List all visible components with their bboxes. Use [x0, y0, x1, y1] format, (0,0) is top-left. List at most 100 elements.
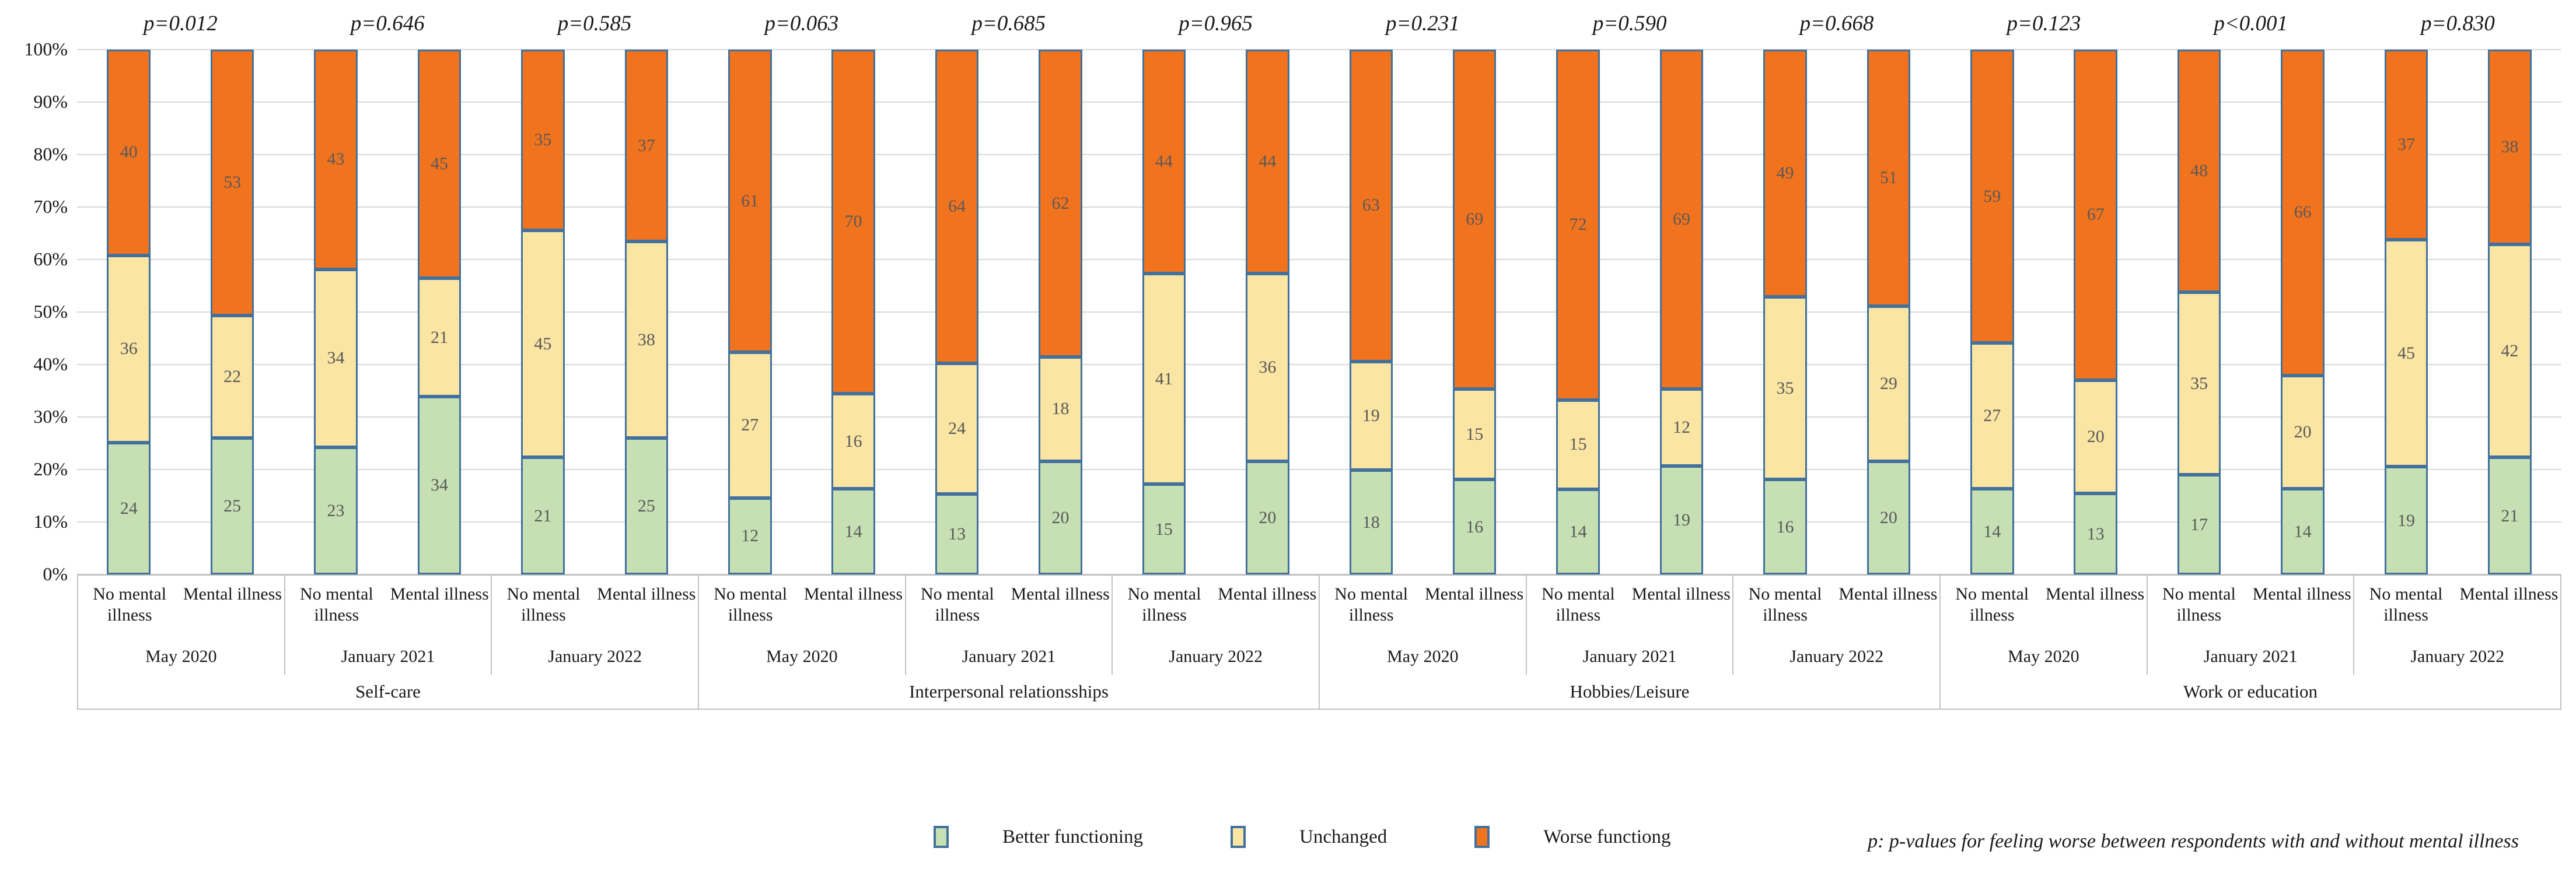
illness-status-pair: No mental illness Mental illness [492, 580, 698, 626]
stacked-bar: 53 22 25 [210, 50, 254, 574]
segment-better: 13 [2074, 493, 2117, 574]
illness-status-pair: No mental illness Mental illness [1941, 580, 2147, 626]
segment-unchanged: 35 [2177, 292, 2221, 475]
y-axis-tick-label: 100% [24, 38, 68, 59]
segment-unchanged: 22 [210, 315, 254, 438]
axis-cell-illness-status: No mental illness Mental illness [491, 576, 698, 639]
stacked-bar: 69 15 16 [1452, 50, 1497, 574]
stacked-bar: 37 38 25 [624, 50, 669, 574]
axis-label-illness-status: No mental illness [2162, 584, 2236, 625]
segment-value-label: 67 [2086, 205, 2105, 225]
axis-cell-illness-status: No mental illness Mental illness [2353, 576, 2562, 639]
segment-worse: 63 [1349, 50, 1393, 362]
segment-value-label: 13 [2086, 524, 2105, 544]
category-axis: No mental illness Mental illness No mental… [77, 574, 2562, 710]
segment-unchanged: 16 [831, 394, 875, 489]
bar-slot: 35 45 21 [491, 50, 595, 574]
bar-slot: 63 19 18 [1319, 50, 1422, 574]
axis-label-illness-status: Mental illness [1011, 584, 1110, 604]
stacked-bar: 67 20 13 [2074, 50, 2117, 574]
segment-value-label: 16 [844, 431, 862, 451]
y-axis-tick-label: 30% [33, 406, 68, 427]
legend-item: Better functioning [934, 826, 1143, 848]
segment-unchanged: 21 [417, 278, 462, 397]
p-value-label: p=0.590 [1592, 11, 1667, 36]
segment-unchanged: 19 [1349, 361, 1393, 471]
bar-slot: 69 15 16 [1422, 50, 1526, 574]
p-value-label: p=0.012 [144, 11, 218, 36]
segment-better: 16 [1763, 479, 1807, 574]
axis-cell-illness-status: No mental illness Mental illness [1525, 576, 1733, 639]
segment-value-label: 44 [1259, 152, 1277, 171]
segment-unchanged: 38 [624, 241, 669, 438]
stacked-bar: 72 15 14 [1556, 50, 1600, 574]
stacked-bar: 51 29 20 [1867, 50, 1911, 575]
segment-value-label: 20 [1051, 507, 1069, 527]
axis-label-illness-status: No mental illness [299, 584, 373, 625]
legend: Better functioning Unchanged Worse functio… [934, 826, 1671, 848]
bar-slot: 44 36 20 [1216, 50, 1319, 575]
axis-label-time: May 2020 [698, 639, 905, 675]
segment-value-label: 37 [2397, 135, 2415, 155]
segment-unchanged: 18 [1039, 357, 1082, 461]
segment-value-label: 37 [637, 135, 655, 155]
axis-cell-illness-status: No mental illness Mental illness [284, 576, 491, 639]
segment-value-label: 48 [2190, 161, 2208, 181]
stacked-bar: 35 45 21 [521, 50, 565, 574]
axis-label-category: Interpersonal relationsships [698, 675, 1319, 710]
axis-label-illness-status: Mental illness [1838, 584, 1938, 604]
axis-label-illness-status: Mental illness [597, 584, 696, 604]
bar-slot: 72 15 14 [1526, 50, 1630, 574]
segment-value-label: 38 [637, 330, 655, 349]
segment-better: 14 [831, 489, 875, 574]
segment-better: 19 [2384, 467, 2428, 574]
axis-cell-illness-status: No mental illness Mental illness [1939, 576, 2147, 639]
segment-value-label: 24 [120, 498, 138, 518]
y-axis-tick-label: 20% [33, 458, 68, 479]
segment-unchanged: 41 [1142, 274, 1186, 485]
segment-value-label: 21 [534, 506, 552, 525]
segment-value-label: 15 [1569, 434, 1587, 454]
stacked-bar: 44 36 20 [1246, 50, 1289, 575]
segment-value-label: 61 [741, 191, 759, 211]
segment-value-label: 14 [844, 521, 862, 541]
segment-value-label: 34 [327, 348, 345, 368]
stacked-bar: 40 36 24 [107, 50, 151, 574]
p-value-label: p=0.646 [350, 11, 425, 36]
segment-unchanged: 35 [1763, 297, 1807, 480]
bar-slot: 69 12 19 [1630, 50, 1733, 575]
y-axis-tick-label: 80% [33, 143, 68, 164]
segment-better: 21 [2488, 457, 2532, 574]
segment-value-label: 40 [120, 142, 138, 162]
p-value-label: p=0.063 [764, 11, 839, 36]
segment-value-label: 19 [2397, 510, 2415, 530]
gridline [77, 521, 2561, 523]
axis-label-illness-status: Mental illness [2459, 584, 2558, 604]
y-axis-tick-label: 40% [33, 353, 68, 374]
p-value-label: p=0.585 [557, 11, 632, 36]
segment-worse: 69 [1452, 50, 1497, 390]
segment-value-label: 15 [1466, 424, 1484, 444]
axis-label-illness-status: No mental illness [506, 584, 581, 625]
axis-label-illness-status: Mental illness [2045, 584, 2145, 604]
segment-value-label: 13 [948, 524, 966, 544]
segment-better: 34 [417, 396, 462, 574]
legend-label: Worse functiong [1543, 826, 1671, 847]
illness-status-pair: No mental illness Mental illness [1527, 580, 1733, 626]
stacked-bar: 70 16 14 [831, 50, 875, 574]
segment-value-label: 70 [844, 212, 862, 232]
segment-value-label: 25 [223, 496, 242, 516]
segment-value-label: 43 [327, 149, 345, 169]
segment-worse: 44 [1142, 50, 1186, 274]
segment-better: 15 [1142, 484, 1186, 574]
segment-value-label: 36 [1259, 358, 1277, 377]
stacked-bar: 43 34 23 [314, 50, 358, 574]
segment-value-label: 45 [2397, 343, 2415, 363]
stacked-bar: 61 27 12 [728, 50, 772, 575]
bars-container: 40 36 24 53 22 25 43 34 23 45 21 34 35 45 21 37 38 25 61 27… [77, 50, 2561, 575]
illness-status-pair: No mental illness Mental illness [2354, 580, 2560, 626]
bar-slot: 70 16 14 [802, 50, 905, 574]
axis-label-illness-status: No mental illness [1748, 584, 1822, 625]
segment-worse: 37 [624, 50, 669, 242]
